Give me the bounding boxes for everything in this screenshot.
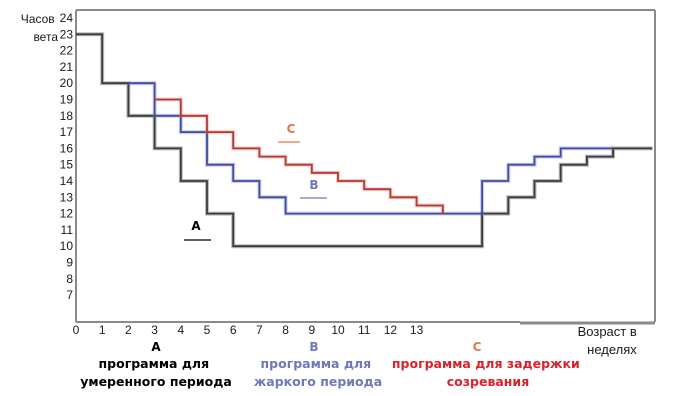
x-axis-title-line-1: Возраст в: [578, 324, 637, 339]
legend-label-a-line-2: умеренного периода: [80, 374, 232, 389]
x-tick-9: 9: [308, 323, 315, 337]
plot-frame: [75, 9, 656, 325]
x-tick-7: 7: [256, 323, 263, 337]
curve-tag-b-letter: B: [309, 178, 318, 192]
x-axis-title-line-2: неделях: [587, 342, 637, 357]
y-tick-20: 20: [60, 76, 74, 90]
y-tick-8: 8: [66, 272, 73, 286]
x-tick-0: 0: [73, 323, 80, 337]
y-tick-7: 7: [66, 288, 73, 302]
x-tick-8: 8: [282, 323, 289, 337]
legend-label-a-line-1: программа для: [99, 356, 210, 371]
y-tick-labels: 7 8 9 10 11 12 13 14 15 16 17 18 19 20 21 22 23 24: [60, 11, 74, 302]
legend-label-b: программа для жаркого периода: [254, 356, 382, 389]
curve-tag-a: A: [184, 219, 211, 241]
series-b-line: [128, 82, 614, 215]
curve-tag-b: B: [300, 178, 327, 199]
y-tick-16: 16: [60, 141, 74, 155]
x-axis-title: Возраст в неделях: [578, 324, 641, 357]
x-tick-10: 10: [331, 323, 345, 337]
y-tick-12: 12: [60, 207, 74, 221]
y-axis-title: Часов вета: [21, 12, 59, 44]
x-tick-12: 12: [384, 323, 398, 337]
legend-label-c: программа для задержки созревания: [392, 356, 584, 389]
x-tick-1: 1: [99, 323, 106, 337]
y-axis-title-line-2: вета: [33, 30, 58, 44]
y-tick-19: 19: [60, 93, 74, 107]
legend-label-c-line-1: программа для задержки: [392, 356, 580, 371]
y-tick-9: 9: [66, 256, 73, 270]
legend-letter-a: A: [151, 340, 161, 354]
series-lines: [76, 32, 653, 249]
x-tick-11: 11: [358, 323, 371, 337]
curve-tag-c: C: [278, 122, 300, 143]
curve-tag-c-letter: C: [287, 122, 296, 136]
curve-tag-a-letter: A: [191, 219, 201, 233]
y-axis-title-line-1: Часов: [21, 12, 55, 26]
y-tick-22: 22: [60, 44, 74, 58]
legend-item-c: C программа для задержки созревания: [392, 340, 584, 389]
legend-label-c-line-2: созревания: [447, 374, 529, 389]
y-tick-11: 11: [61, 223, 74, 237]
series-b-halo: [128, 81, 614, 216]
legend-letter-c: C: [473, 340, 482, 354]
x-tick-13: 13: [410, 323, 424, 337]
y-tick-10: 10: [60, 239, 74, 253]
y-tick-21: 21: [60, 60, 74, 74]
x-tick-5: 5: [204, 323, 211, 337]
y-tick-17: 17: [60, 125, 74, 139]
x-tick-4: 4: [177, 323, 184, 337]
series-a-line: [76, 33, 653, 248]
legend: A программа для умеренного периода B про…: [80, 340, 584, 389]
legend-letter-b: B: [309, 340, 318, 354]
x-tick-3: 3: [151, 323, 158, 337]
legend-label-b-line-1: программа для: [261, 356, 372, 371]
legend-item-b: B программа для жаркого периода: [254, 340, 382, 389]
y-tick-15: 15: [60, 158, 74, 172]
series-c-line: [154, 98, 444, 214]
x-tick-labels: 0 1 2 3 4 5 6 7 8 9 10 11 12 13: [73, 323, 424, 337]
y-tick-14: 14: [60, 174, 74, 188]
y-tick-23: 23: [60, 27, 74, 41]
y-tick-18: 18: [60, 109, 74, 123]
legend-label-b-line-2: жаркого периода: [254, 374, 382, 389]
legend-item-a: A программа для умеренного периода: [80, 340, 232, 389]
x-tick-6: 6: [230, 323, 237, 337]
x-tick-2: 2: [125, 323, 132, 337]
y-tick-24: 24: [60, 11, 74, 25]
legend-label-a: программа для умеренного периода: [80, 356, 232, 389]
y-tick-13: 13: [60, 190, 74, 204]
